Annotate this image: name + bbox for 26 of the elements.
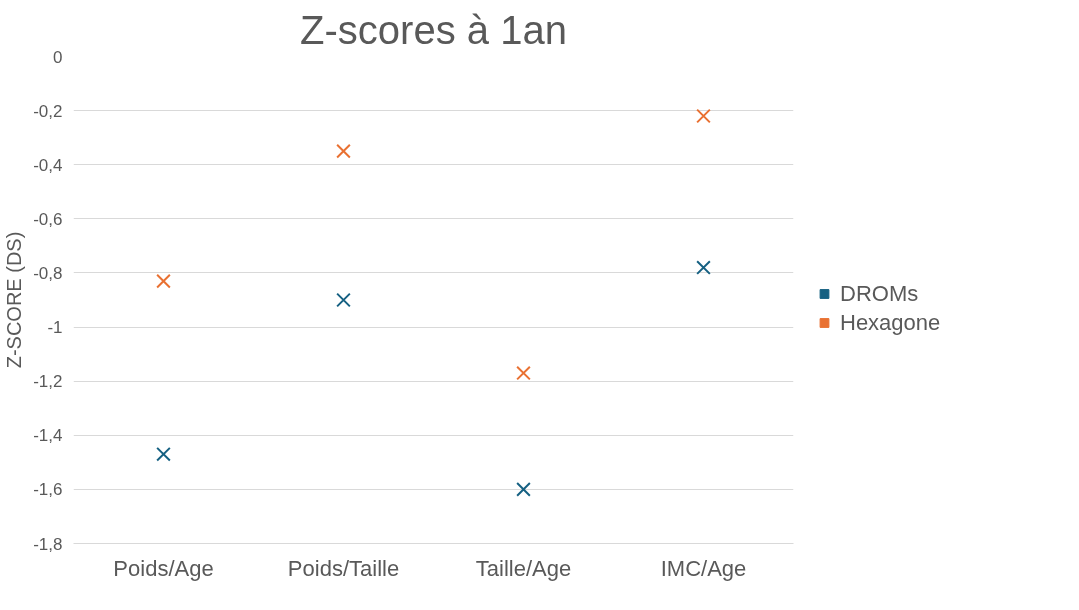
- x-tick-label: Taille/Age: [475, 555, 572, 581]
- point: [516, 482, 531, 497]
- point: [156, 446, 171, 462]
- y-tick-label: -1,2: [33, 372, 63, 392]
- y-axis-title: Z-SCORE (DS): [3, 231, 26, 369]
- y-tick-label: -0,4: [33, 155, 63, 175]
- point: [696, 108, 711, 124]
- point: [336, 292, 351, 308]
- y-tick-label: 0: [53, 47, 63, 67]
- legend-label: DROMs: [840, 280, 919, 307]
- chart-title: Z-scores à 1an: [300, 7, 567, 52]
- point: [156, 273, 171, 289]
- point: [336, 143, 351, 159]
- y-tick-label: -0,8: [33, 263, 63, 283]
- x-tick-label: Poids/Taille: [287, 555, 400, 581]
- point: [696, 260, 711, 275]
- y-tick-label: -1,6: [33, 480, 63, 500]
- y-tick-label: -1,8: [33, 534, 63, 554]
- y-tick-label: -0,2: [33, 101, 63, 121]
- y-tick-label: -1,4: [33, 426, 63, 446]
- y-tick-label: -0,6: [33, 209, 63, 229]
- x-tick-label: Poids/Age: [113, 555, 214, 581]
- x-tick-label: IMC/Age: [660, 555, 747, 581]
- legend-label: Hexagone: [840, 309, 941, 336]
- y-tick-label: -1: [47, 318, 63, 338]
- point: [516, 365, 531, 381]
